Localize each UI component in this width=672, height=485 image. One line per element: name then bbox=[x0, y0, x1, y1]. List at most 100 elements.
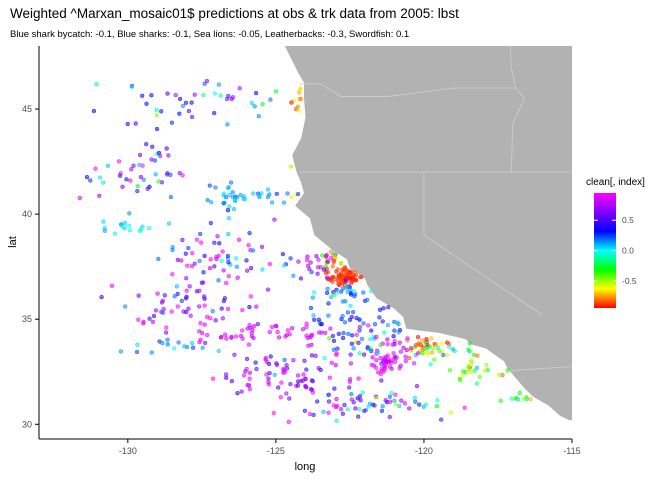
data-point bbox=[266, 380, 271, 385]
data-point bbox=[477, 374, 482, 380]
data-point bbox=[140, 93, 145, 98]
data-point bbox=[309, 269, 314, 275]
data-point bbox=[460, 369, 466, 374]
data-point bbox=[97, 193, 102, 198]
data-point bbox=[335, 267, 340, 272]
data-point bbox=[207, 183, 212, 188]
data-point bbox=[279, 380, 284, 385]
data-point bbox=[423, 351, 429, 356]
data-point bbox=[248, 265, 254, 271]
data-point bbox=[273, 323, 279, 329]
data-point bbox=[212, 264, 217, 269]
data-point bbox=[149, 93, 154, 98]
data-point bbox=[122, 220, 128, 226]
data-point bbox=[356, 376, 361, 381]
data-point bbox=[354, 332, 359, 337]
data-point bbox=[414, 383, 420, 389]
data-point bbox=[149, 157, 154, 162]
chart-subtitle: Blue shark bycatch: -0.1, Blue sharks: -… bbox=[10, 29, 409, 40]
data-point bbox=[351, 276, 356, 282]
data-point bbox=[498, 398, 503, 403]
data-points bbox=[77, 78, 533, 425]
data-point bbox=[302, 408, 308, 413]
data-point bbox=[431, 346, 436, 351]
data-point bbox=[385, 337, 390, 342]
data-point bbox=[140, 163, 145, 168]
data-point bbox=[197, 288, 202, 293]
data-point bbox=[207, 266, 213, 271]
data-point bbox=[101, 180, 106, 185]
state-borders bbox=[299, 46, 572, 372]
data-point bbox=[171, 346, 177, 351]
data-point bbox=[284, 366, 290, 371]
data-point bbox=[164, 325, 169, 330]
data-point bbox=[166, 153, 171, 158]
data-point bbox=[342, 320, 348, 325]
data-point bbox=[184, 276, 189, 281]
data-point bbox=[328, 256, 334, 261]
data-point bbox=[205, 197, 210, 203]
data-point bbox=[365, 346, 370, 351]
data-point bbox=[358, 398, 363, 403]
data-point bbox=[330, 333, 336, 339]
x-tick-label: -125 bbox=[267, 446, 285, 456]
data-point bbox=[224, 375, 229, 380]
data-point bbox=[169, 120, 175, 125]
data-point bbox=[332, 386, 337, 391]
data-point bbox=[521, 396, 527, 401]
data-point bbox=[177, 170, 182, 176]
data-point bbox=[450, 347, 456, 352]
data-point bbox=[329, 360, 334, 365]
data-point bbox=[265, 187, 271, 192]
data-point bbox=[397, 327, 403, 333]
colorbar-ticks: 0.5 0.0 -0.5 bbox=[594, 215, 637, 286]
data-point bbox=[221, 191, 227, 196]
data-point bbox=[505, 368, 510, 373]
data-point bbox=[316, 257, 321, 262]
data-point bbox=[165, 171, 170, 176]
data-point bbox=[304, 257, 310, 263]
chart-title: Weighted ^Marxan_mosaic01$ predictions a… bbox=[10, 6, 459, 21]
data-point bbox=[235, 391, 240, 396]
y-ticks: 30 35 40 45 bbox=[22, 104, 39, 429]
data-point bbox=[352, 270, 357, 275]
data-point bbox=[326, 410, 331, 415]
data-point bbox=[435, 398, 440, 403]
data-point bbox=[380, 404, 385, 409]
data-point bbox=[260, 267, 265, 272]
data-point bbox=[180, 237, 185, 243]
data-point bbox=[220, 316, 225, 321]
data-point bbox=[200, 331, 205, 336]
data-point bbox=[330, 264, 335, 269]
data-point bbox=[326, 399, 332, 404]
data-point bbox=[282, 357, 287, 363]
data-point bbox=[269, 200, 275, 205]
data-point bbox=[118, 349, 124, 354]
data-point bbox=[357, 324, 363, 330]
data-point bbox=[444, 353, 450, 358]
data-point bbox=[374, 334, 379, 340]
data-point bbox=[349, 397, 354, 402]
data-point bbox=[131, 163, 136, 168]
data-point bbox=[310, 379, 315, 384]
data-point bbox=[362, 408, 367, 414]
data-point bbox=[198, 231, 203, 237]
data-point bbox=[333, 363, 338, 368]
data-point bbox=[387, 394, 393, 399]
data-point bbox=[318, 265, 323, 270]
border-line-0 bbox=[299, 83, 516, 97]
plot-panel bbox=[77, 46, 572, 425]
data-point bbox=[474, 365, 480, 370]
data-point bbox=[250, 248, 256, 253]
data-point bbox=[184, 288, 189, 293]
data-point bbox=[112, 231, 118, 236]
data-point bbox=[441, 352, 446, 358]
data-point bbox=[349, 341, 355, 346]
data-point bbox=[380, 319, 385, 324]
data-point bbox=[335, 346, 340, 351]
data-point bbox=[369, 328, 374, 333]
data-point bbox=[156, 256, 161, 262]
data-point bbox=[276, 385, 281, 390]
data-point bbox=[213, 318, 218, 323]
data-point bbox=[407, 406, 412, 411]
